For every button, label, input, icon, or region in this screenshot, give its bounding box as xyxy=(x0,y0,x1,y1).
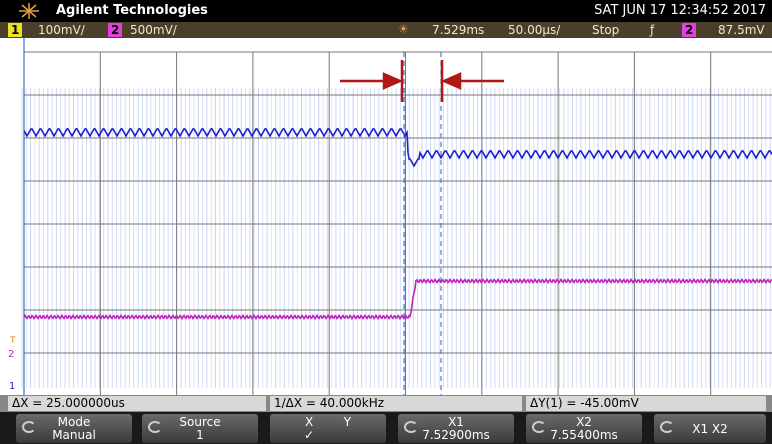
key-value: 7.55400ms xyxy=(550,428,618,442)
key-label: Y xyxy=(343,415,352,429)
key-value: 1 xyxy=(196,428,204,442)
screen-bg xyxy=(0,38,772,395)
status-bar: 1 100mV/ 2 500mV/ ☀ 7.529ms 50.00µs/ Sto… xyxy=(0,22,772,38)
key-label: X2 xyxy=(576,415,592,429)
title-bar: Agilent Technologies SAT JUN 17 12:34:52… xyxy=(0,0,772,22)
trigger-marker: T xyxy=(9,336,16,346)
ch1-scale: 100mV/ xyxy=(38,23,85,37)
ch1-marker: 1 xyxy=(9,381,15,392)
delta-x: ΔX = 25.000000us xyxy=(8,396,266,411)
timebase: 50.00µs/ xyxy=(508,23,561,37)
inverse-delta-x: 1/ΔX = 40.000kHz xyxy=(270,396,522,411)
key-label: X xyxy=(304,415,314,429)
delay: 7.529ms xyxy=(432,23,485,37)
logo xyxy=(19,3,39,19)
x2-key[interactable]: X2 7.55400ms xyxy=(526,414,642,443)
ch2-scale: 500mV/ xyxy=(130,23,177,37)
delta-y: ΔY(1) = -45.00mV xyxy=(526,396,766,411)
waveform-display: T 2 1 xyxy=(0,38,772,395)
ch1-label: 1 xyxy=(8,23,23,37)
key-label: Source xyxy=(179,415,221,429)
key-label: X1 xyxy=(448,415,464,429)
trigger-source: 2 xyxy=(682,23,697,37)
measurement-bar: ΔX = 25.000000us 1/ΔX = 40.000kHz ΔY(1) … xyxy=(0,395,772,412)
ch2-label: 2 xyxy=(108,23,123,37)
trigger-slope: ƒ xyxy=(650,23,655,37)
xy-key[interactable]: X Y ✓ xyxy=(270,414,386,443)
key-label: Mode xyxy=(57,415,91,429)
delta-arrows xyxy=(340,60,504,102)
key-value: Manual xyxy=(52,428,96,442)
delay-icon: ☀ xyxy=(398,22,409,36)
key-value: 7.52900ms xyxy=(422,428,490,442)
softkey-bar: Mode Manual Source 1 X Y ✓ X1 7.52900ms X2 7.… xyxy=(0,412,772,444)
channel1-trace xyxy=(23,128,772,168)
source-key[interactable]: Source 1 xyxy=(142,414,258,443)
key-label: X1 X2 xyxy=(692,422,728,436)
x1-key[interactable]: X1 7.52900ms xyxy=(398,414,514,443)
key-value: ✓ xyxy=(303,428,315,442)
channel2-trace xyxy=(23,277,772,321)
trigger-level: 87.5mV xyxy=(718,23,765,37)
datetime: SAT JUN 17 12:34:52 2017 xyxy=(594,3,766,18)
ch2-marker: 2 xyxy=(8,349,14,360)
x1x2-key[interactable]: X1 X2 xyxy=(654,414,766,443)
brand: Agilent Technologies xyxy=(56,3,208,18)
mode-key[interactable]: Mode Manual xyxy=(16,414,132,443)
run-state: Stop xyxy=(592,23,620,37)
